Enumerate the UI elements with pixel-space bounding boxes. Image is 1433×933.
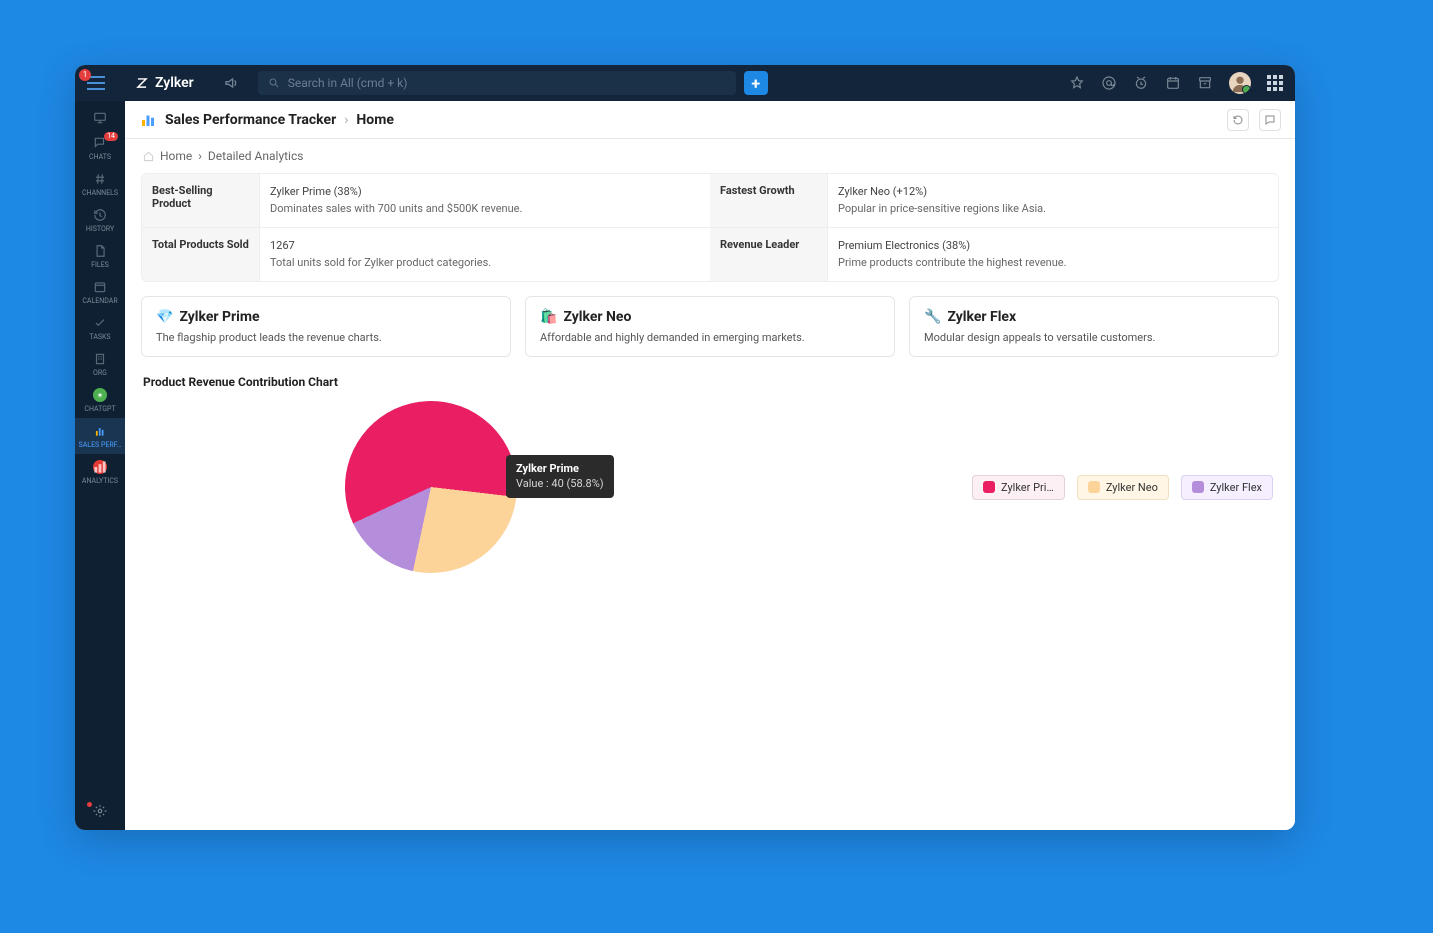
refresh-icon	[1232, 114, 1244, 126]
star-icon[interactable]	[1069, 75, 1085, 91]
sidebar-label: CHATGPT	[84, 405, 115, 413]
stat-value: 1267 Total units sold for Zylker product…	[260, 228, 710, 281]
building-icon	[93, 352, 107, 366]
hash-icon	[93, 172, 107, 186]
sidebar-label: CHATS	[89, 153, 111, 161]
bars-icon	[93, 424, 107, 438]
sidebar: 14 CHATS CHANNELS HISTORY FILES CALENDAR	[75, 101, 125, 830]
topbar: 1 Zylker Search in All (cmd + k) +	[75, 65, 1295, 101]
sidebar-item-channels[interactable]: CHANNELS	[75, 166, 125, 202]
history-icon	[93, 208, 107, 222]
sidebar-label: HISTORY	[86, 225, 114, 233]
chart-legend: Zylker Pri… Zylker Neo Zylker Flex	[972, 475, 1279, 500]
separator: ›	[344, 112, 348, 128]
stat-row: Fastest Growth Zylker Neo (+12%) Popular…	[710, 174, 1278, 228]
calendar-icon	[93, 280, 107, 294]
home-icon	[143, 151, 154, 162]
stat-row: Revenue Leader Premium Electronics (38%)…	[710, 228, 1278, 281]
file-icon	[93, 244, 107, 258]
diamond-icon: 💎	[156, 309, 173, 325]
sidebar-label: FILES	[91, 261, 109, 269]
stat-row: Best-Selling Product Zylker Prime (38%) …	[142, 174, 710, 228]
stat-row: Total Products Sold 1267 Total units sol…	[142, 228, 710, 281]
reminder-icon[interactable]	[1133, 75, 1149, 91]
mention-icon[interactable]	[1101, 75, 1117, 91]
stat-value: Premium Electronics (38%) Prime products…	[828, 228, 1278, 281]
card-neo[interactable]: 🛍️Zylker Neo Affordable and highly deman…	[525, 296, 895, 357]
content: Best-Selling Product Zylker Prime (38%) …	[125, 173, 1295, 593]
search-input[interactable]: Search in All (cmd + k)	[258, 71, 736, 95]
refresh-button[interactable]	[1227, 109, 1249, 131]
comment-button[interactable]	[1259, 109, 1281, 131]
search-icon	[268, 77, 280, 89]
stat-value: Zylker Prime (38%) Dominates sales with …	[260, 174, 710, 227]
sidebar-item-analytics[interactable]: ANALYTICS	[75, 454, 125, 490]
stat-label: Best-Selling Product	[142, 174, 260, 227]
bag-icon: 🛍️	[540, 309, 557, 325]
app-title: Sales Performance Tracker	[165, 112, 336, 128]
apps-icon[interactable]	[1267, 75, 1283, 91]
breadcrumb: Home › Detailed Analytics	[125, 139, 1295, 173]
chart-title: Product Revenue Contribution Chart	[143, 375, 1279, 389]
card-flex[interactable]: 🔧Zylker Flex Modular design appeals to v…	[909, 296, 1279, 357]
page-header: Sales Performance Tracker › Home	[125, 101, 1295, 139]
sidebar-item-org[interactable]: ORG	[75, 346, 125, 382]
sidebar-item-chatgpt[interactable]: ✶ CHATGPT	[75, 382, 125, 418]
megaphone-icon[interactable]	[224, 75, 240, 91]
sidebar-label: CHANNELS	[82, 189, 118, 197]
stats-table: Best-Selling Product Zylker Prime (38%) …	[141, 173, 1279, 282]
breadcrumb-current: Detailed Analytics	[208, 149, 304, 163]
sidebar-label: SALES PERF…	[79, 441, 122, 449]
sidebar-item-salesperf[interactable]: SALES PERF…	[75, 418, 125, 454]
wrench-icon: 🔧	[924, 309, 941, 325]
product-cards: 💎Zylker Prime The flagship product leads…	[141, 296, 1279, 357]
sidebar-item-chats[interactable]: 14 CHATS	[75, 130, 125, 166]
sidebar-item-tasks[interactable]: TASKS	[75, 310, 125, 346]
monitor-icon	[93, 111, 107, 125]
sidebar-label: ORG	[93, 369, 107, 377]
check-icon	[93, 316, 107, 330]
sidebar-label: CALENDAR	[82, 297, 117, 305]
page-crumb: Home	[356, 112, 393, 128]
pie-chart[interactable]: Zylker Prime Value : 40 (58.8%)	[141, 401, 721, 573]
sidebar-label: TASKS	[89, 333, 110, 341]
legend-item-neo[interactable]: Zylker Neo	[1077, 475, 1169, 500]
brand-name: Zylker	[155, 75, 194, 91]
sidebar-label: ANALYTICS	[82, 477, 118, 485]
archive-icon[interactable]	[1197, 75, 1213, 91]
sidebar-item-calendar[interactable]: CALENDAR	[75, 274, 125, 310]
sidebar-item-desktop[interactable]	[75, 105, 125, 130]
menu-button[interactable]: 1	[87, 76, 105, 90]
stat-label: Revenue Leader	[710, 228, 828, 281]
calendar-icon[interactable]	[1165, 75, 1181, 91]
brand-icon	[135, 76, 149, 90]
add-button[interactable]: +	[744, 71, 768, 95]
legend-item-prime[interactable]: Zylker Pri…	[972, 475, 1065, 500]
card-prime[interactable]: 💎Zylker Prime The flagship product leads…	[141, 296, 511, 357]
stat-label: Total Products Sold	[142, 228, 260, 281]
sidebar-item-files[interactable]: FILES	[75, 238, 125, 274]
analytics-icon	[93, 460, 107, 474]
brand[interactable]: Zylker	[135, 75, 194, 91]
comment-icon	[1264, 114, 1276, 126]
search-placeholder: Search in All (cmd + k)	[288, 76, 408, 90]
gear-icon	[93, 804, 107, 818]
menu-badge: 1	[79, 69, 91, 81]
chat-icon	[93, 136, 107, 150]
sidebar-item-history[interactable]: HISTORY	[75, 202, 125, 238]
app-window: 1 Zylker Search in All (cmd + k) +	[75, 65, 1295, 830]
chart-area: Zylker Prime Value : 40 (58.8%) Zylker P…	[141, 401, 1279, 573]
chart-tooltip: Zylker Prime Value : 40 (58.8%)	[506, 455, 614, 498]
app-icon	[139, 111, 157, 129]
main-area: Sales Performance Tracker › Home Home › …	[125, 101, 1295, 830]
legend-item-flex[interactable]: Zylker Flex	[1181, 475, 1273, 500]
chatgpt-icon: ✶	[93, 388, 107, 402]
topbar-actions	[1069, 72, 1283, 94]
sidebar-settings[interactable]	[93, 794, 107, 830]
user-avatar[interactable]	[1229, 72, 1251, 94]
breadcrumb-home[interactable]: Home	[160, 149, 192, 163]
stat-label: Fastest Growth	[710, 174, 828, 227]
stat-value: Zylker Neo (+12%) Popular in price-sensi…	[828, 174, 1278, 227]
